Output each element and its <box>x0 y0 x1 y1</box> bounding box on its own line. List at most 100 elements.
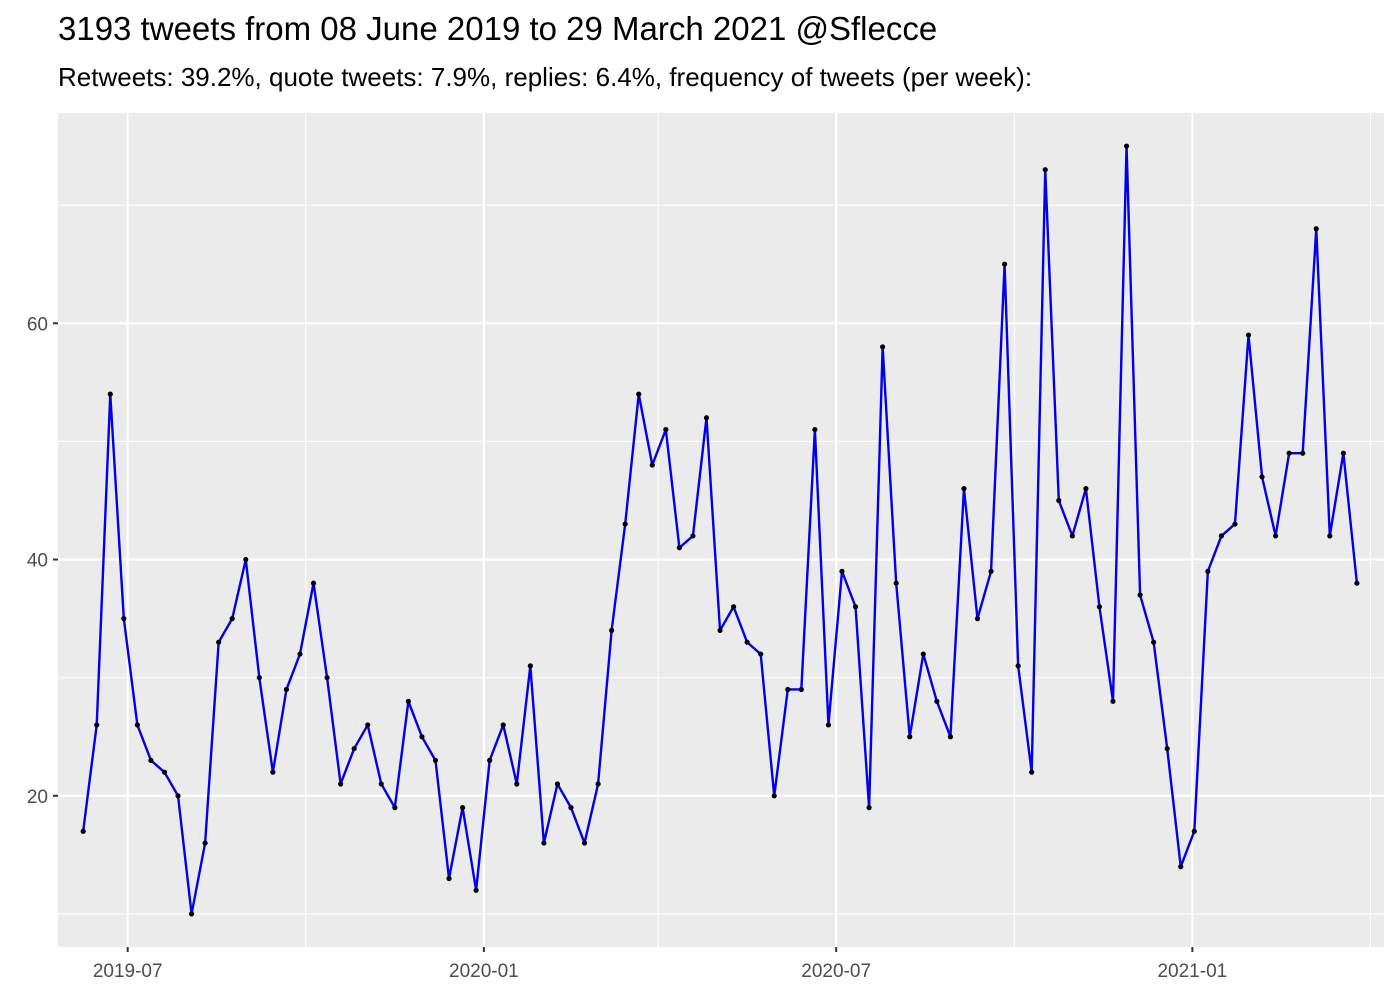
data-point <box>134 722 140 728</box>
data-point <box>893 580 899 586</box>
chart-title: 3193 tweets from 08 June 2019 to 29 Marc… <box>58 10 938 47</box>
data-point <box>920 651 926 657</box>
data-point <box>419 734 425 740</box>
data-point <box>947 734 953 740</box>
data-point <box>880 344 886 350</box>
data-point <box>1123 143 1130 149</box>
data-point <box>974 616 981 622</box>
data-point <box>378 781 384 787</box>
data-point <box>730 604 737 610</box>
data-point <box>1245 332 1252 338</box>
data-point <box>907 734 913 740</box>
data-point <box>80 828 86 834</box>
data-point <box>568 805 574 811</box>
data-point <box>1069 533 1075 539</box>
data-point <box>649 462 655 468</box>
data-point <box>473 887 479 893</box>
data-point <box>121 616 127 622</box>
data-point <box>1354 580 1360 586</box>
data-point <box>1232 521 1238 527</box>
data-point <box>405 698 411 704</box>
data-point <box>1300 450 1306 456</box>
data-point <box>1137 592 1143 598</box>
data-point <box>825 722 832 728</box>
data-point <box>1083 486 1089 492</box>
data-point <box>622 521 628 527</box>
x-tick-label: 2019-07 <box>93 961 163 982</box>
data-point <box>988 568 994 574</box>
data-point <box>839 568 845 574</box>
data-point <box>270 769 276 775</box>
data-point <box>365 722 371 728</box>
data-point <box>1340 450 1346 456</box>
y-tick-label: 40 <box>27 551 48 572</box>
data-point <box>581 840 588 846</box>
data-point <box>514 781 520 787</box>
y-axis: 20 40 60 <box>27 314 58 808</box>
chart-subtitle: Retweets: 39.2%, quote tweets: 7.9%, rep… <box>58 62 1033 92</box>
data-point <box>446 875 452 882</box>
data-point <box>94 722 100 728</box>
data-point <box>432 757 439 763</box>
data-point <box>1015 663 1021 669</box>
data-point <box>554 781 561 787</box>
data-point <box>852 604 859 610</box>
data-point <box>527 663 533 669</box>
data-point <box>256 675 262 681</box>
data-point <box>1096 604 1103 610</box>
data-point <box>351 745 357 752</box>
data-point <box>107 391 113 397</box>
data-point <box>1205 568 1211 574</box>
data-point <box>1029 769 1035 775</box>
data-point <box>324 675 330 681</box>
data-point <box>188 911 195 917</box>
data-point <box>243 556 249 563</box>
data-point <box>676 545 682 551</box>
data-point <box>338 781 344 787</box>
data-point <box>1164 745 1170 752</box>
data-point <box>459 805 466 811</box>
data-point <box>609 627 615 634</box>
data-point <box>202 840 208 846</box>
data-point <box>1313 226 1319 232</box>
y-tick-label: 60 <box>27 314 48 335</box>
data-point <box>161 769 168 775</box>
data-point <box>1286 450 1292 456</box>
major-gridlines <box>58 113 1384 947</box>
data-point <box>1151 639 1157 645</box>
data-point <box>1110 698 1116 704</box>
data-point <box>500 722 506 728</box>
data-point <box>663 426 669 433</box>
data-point <box>487 757 493 763</box>
data-point <box>866 805 872 811</box>
x-tick-label: 2020-01 <box>449 961 519 982</box>
data-point <box>1327 533 1333 539</box>
data-point <box>771 793 777 799</box>
data-point <box>310 580 317 586</box>
data-point <box>148 757 154 763</box>
data-point <box>229 616 235 622</box>
data-point <box>1218 533 1224 539</box>
data-point <box>744 639 750 645</box>
data-point <box>392 805 398 811</box>
data-point <box>812 426 818 433</box>
data-point <box>717 627 723 634</box>
data-point <box>216 639 222 645</box>
x-tick-label: 2021-01 <box>1157 961 1227 982</box>
data-point <box>961 486 967 492</box>
data-point <box>758 651 764 657</box>
y-tick-label: 20 <box>27 787 48 808</box>
data-point <box>934 698 940 704</box>
data-point <box>1259 474 1265 480</box>
data-point <box>703 415 710 421</box>
data-point <box>1056 497 1062 504</box>
x-axis: 2019-07 2020-01 2020-07 2021-01 <box>93 947 1227 982</box>
data-point <box>297 651 303 657</box>
data-point <box>1178 864 1184 870</box>
data-point <box>636 391 642 397</box>
data-point <box>595 781 601 787</box>
data-point <box>1191 828 1197 834</box>
data-point <box>541 840 547 846</box>
data-point <box>785 686 791 693</box>
